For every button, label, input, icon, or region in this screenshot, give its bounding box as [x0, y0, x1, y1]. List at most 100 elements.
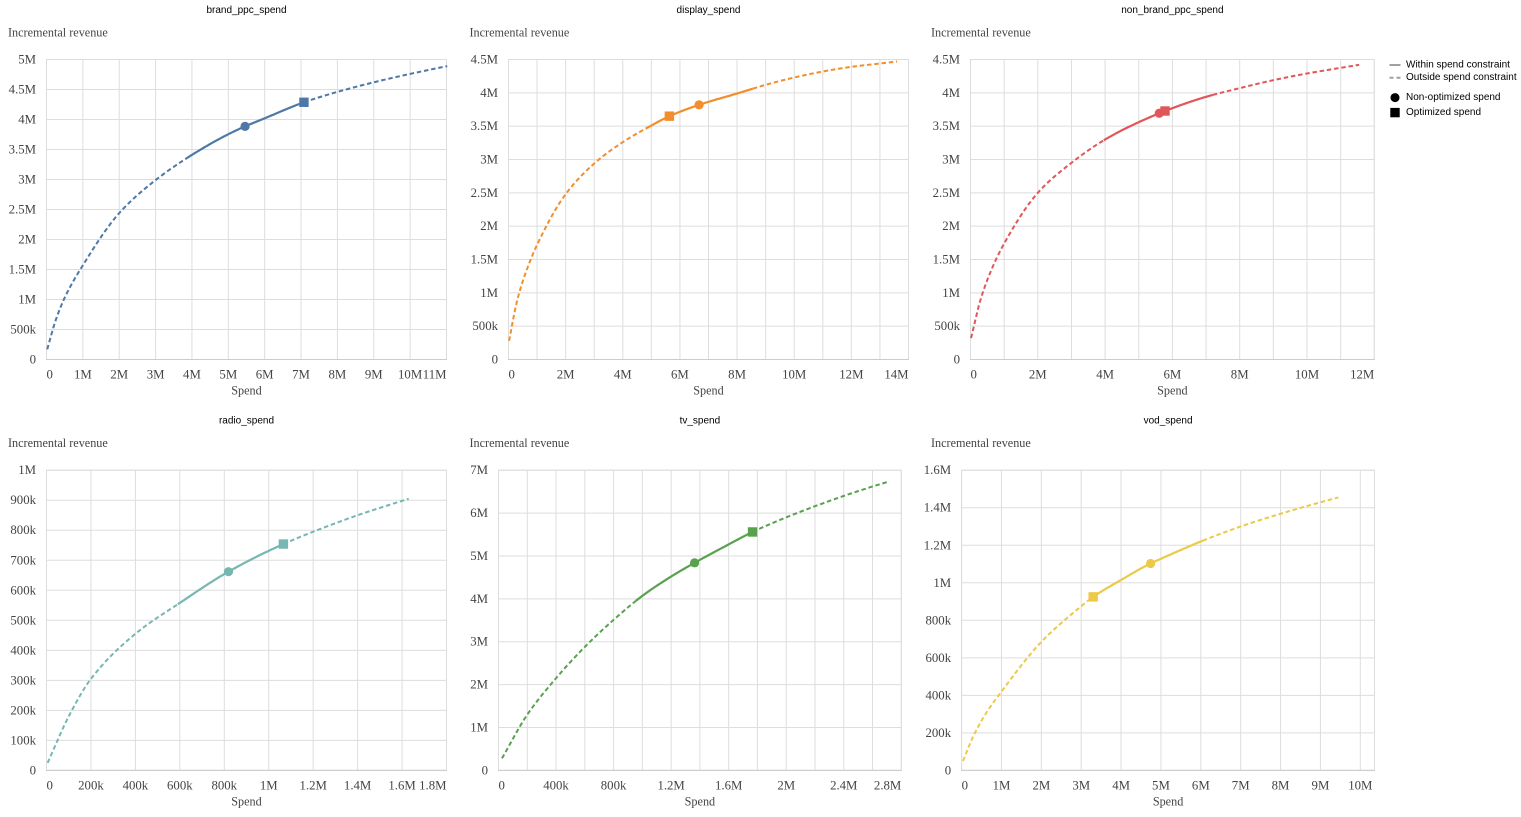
- svg-text:Within spend constraint: Within spend constraint: [1406, 60, 1510, 71]
- svg-text:display_spend: display_spend: [677, 5, 741, 16]
- svg-text:10M: 10M: [782, 368, 806, 382]
- svg-text:900k: 900k: [10, 493, 36, 507]
- svg-text:Spend: Spend: [1153, 794, 1183, 808]
- svg-text:Spend: Spend: [231, 384, 261, 398]
- svg-text:1M: 1M: [74, 368, 92, 382]
- svg-text:4M: 4M: [1096, 368, 1114, 382]
- svg-text:2.5M: 2.5M: [471, 186, 498, 200]
- svg-text:5M: 5M: [470, 549, 488, 563]
- svg-text:1.6M: 1.6M: [388, 779, 415, 793]
- svg-text:0: 0: [954, 353, 960, 367]
- svg-text:500k: 500k: [10, 613, 36, 627]
- svg-text:Spend: Spend: [231, 794, 261, 808]
- svg-text:500k: 500k: [10, 323, 36, 337]
- svg-text:5M: 5M: [18, 53, 36, 67]
- svg-text:8M: 8M: [329, 368, 347, 382]
- svg-text:radio_spend: radio_spend: [219, 416, 274, 427]
- svg-text:1.6M: 1.6M: [924, 463, 951, 477]
- svg-text:7M: 7M: [1232, 779, 1250, 793]
- svg-text:400k: 400k: [926, 688, 952, 702]
- svg-text:0: 0: [47, 779, 53, 793]
- svg-text:8M: 8M: [1272, 779, 1290, 793]
- svg-text:2M: 2M: [1032, 779, 1050, 793]
- svg-text:9M: 9M: [1312, 779, 1330, 793]
- svg-text:5M: 5M: [1152, 779, 1170, 793]
- svg-text:1.2M: 1.2M: [924, 538, 951, 552]
- svg-text:1.4M: 1.4M: [924, 501, 951, 515]
- svg-text:11M: 11M: [423, 368, 447, 382]
- svg-text:200k: 200k: [78, 779, 104, 793]
- svg-text:2M: 2M: [1029, 368, 1047, 382]
- svg-text:100k: 100k: [10, 733, 36, 747]
- svg-text:0: 0: [492, 353, 498, 367]
- svg-text:0: 0: [962, 779, 968, 793]
- svg-text:3M: 3M: [942, 153, 960, 167]
- svg-text:3.5M: 3.5M: [471, 119, 498, 133]
- svg-text:4M: 4M: [942, 86, 960, 100]
- svg-text:1.5M: 1.5M: [933, 253, 960, 267]
- svg-text:6M: 6M: [1192, 779, 1210, 793]
- svg-text:1.2M: 1.2M: [299, 779, 326, 793]
- svg-text:Spend: Spend: [693, 384, 723, 398]
- svg-text:Optimized spend: Optimized spend: [1406, 107, 1481, 118]
- svg-text:2M: 2M: [470, 678, 488, 692]
- svg-text:600k: 600k: [10, 583, 36, 597]
- svg-text:Incremental revenue: Incremental revenue: [470, 436, 570, 450]
- svg-text:800k: 800k: [601, 779, 627, 793]
- svg-text:2.5M: 2.5M: [933, 186, 960, 200]
- svg-text:2M: 2M: [480, 219, 498, 233]
- svg-text:3M: 3M: [480, 153, 498, 167]
- svg-text:200k: 200k: [10, 703, 36, 717]
- svg-text:1M: 1M: [942, 286, 960, 300]
- svg-text:Outside spend constraint: Outside spend constraint: [1406, 72, 1517, 83]
- svg-text:1M: 1M: [480, 286, 498, 300]
- svg-text:3M: 3M: [1072, 779, 1090, 793]
- svg-text:Incremental revenue: Incremental revenue: [931, 26, 1031, 40]
- svg-text:500k: 500k: [472, 319, 498, 333]
- svg-text:200k: 200k: [926, 726, 952, 740]
- svg-text:0: 0: [482, 763, 488, 777]
- svg-text:1.4M: 1.4M: [344, 779, 371, 793]
- svg-text:2.5M: 2.5M: [9, 203, 36, 217]
- svg-text:3.5M: 3.5M: [9, 143, 36, 157]
- svg-text:0: 0: [47, 368, 53, 382]
- svg-text:2.8M: 2.8M: [874, 779, 901, 793]
- svg-text:1M: 1M: [18, 293, 36, 307]
- svg-text:1.2M: 1.2M: [657, 779, 684, 793]
- svg-text:Spend: Spend: [1157, 384, 1187, 398]
- svg-text:vod_spend: vod_spend: [1144, 416, 1193, 427]
- svg-text:600k: 600k: [926, 651, 952, 665]
- svg-text:1M: 1M: [260, 779, 278, 793]
- svg-text:6M: 6M: [1164, 368, 1182, 382]
- svg-text:5M: 5M: [219, 368, 237, 382]
- svg-text:1M: 1M: [993, 779, 1011, 793]
- svg-text:2M: 2M: [777, 779, 795, 793]
- svg-text:7M: 7M: [292, 368, 310, 382]
- svg-text:non_brand_ppc_spend: non_brand_ppc_spend: [1121, 5, 1223, 16]
- svg-text:4.5M: 4.5M: [9, 83, 36, 97]
- svg-text:Incremental revenue: Incremental revenue: [8, 26, 108, 40]
- svg-text:4M: 4M: [470, 592, 488, 606]
- svg-text:4M: 4M: [183, 368, 201, 382]
- svg-text:6M: 6M: [256, 368, 274, 382]
- svg-text:Incremental revenue: Incremental revenue: [8, 436, 108, 450]
- svg-text:400k: 400k: [123, 779, 149, 793]
- svg-text:9M: 9M: [365, 368, 383, 382]
- svg-text:400k: 400k: [10, 643, 36, 657]
- svg-text:10M: 10M: [1348, 779, 1372, 793]
- svg-text:0: 0: [30, 353, 36, 367]
- svg-text:6M: 6M: [671, 368, 689, 382]
- svg-text:4M: 4M: [480, 86, 498, 100]
- svg-text:10M: 10M: [398, 368, 422, 382]
- svg-text:800k: 800k: [926, 613, 952, 627]
- svg-text:800k: 800k: [10, 523, 36, 537]
- svg-text:0: 0: [971, 368, 977, 382]
- svg-text:4.5M: 4.5M: [933, 53, 960, 67]
- svg-text:1M: 1M: [470, 721, 488, 735]
- svg-text:7M: 7M: [470, 463, 488, 477]
- svg-text:tv_spend: tv_spend: [680, 416, 721, 427]
- svg-text:300k: 300k: [10, 673, 36, 687]
- svg-text:8M: 8M: [728, 368, 746, 382]
- svg-text:3M: 3M: [147, 368, 165, 382]
- svg-text:0: 0: [509, 368, 515, 382]
